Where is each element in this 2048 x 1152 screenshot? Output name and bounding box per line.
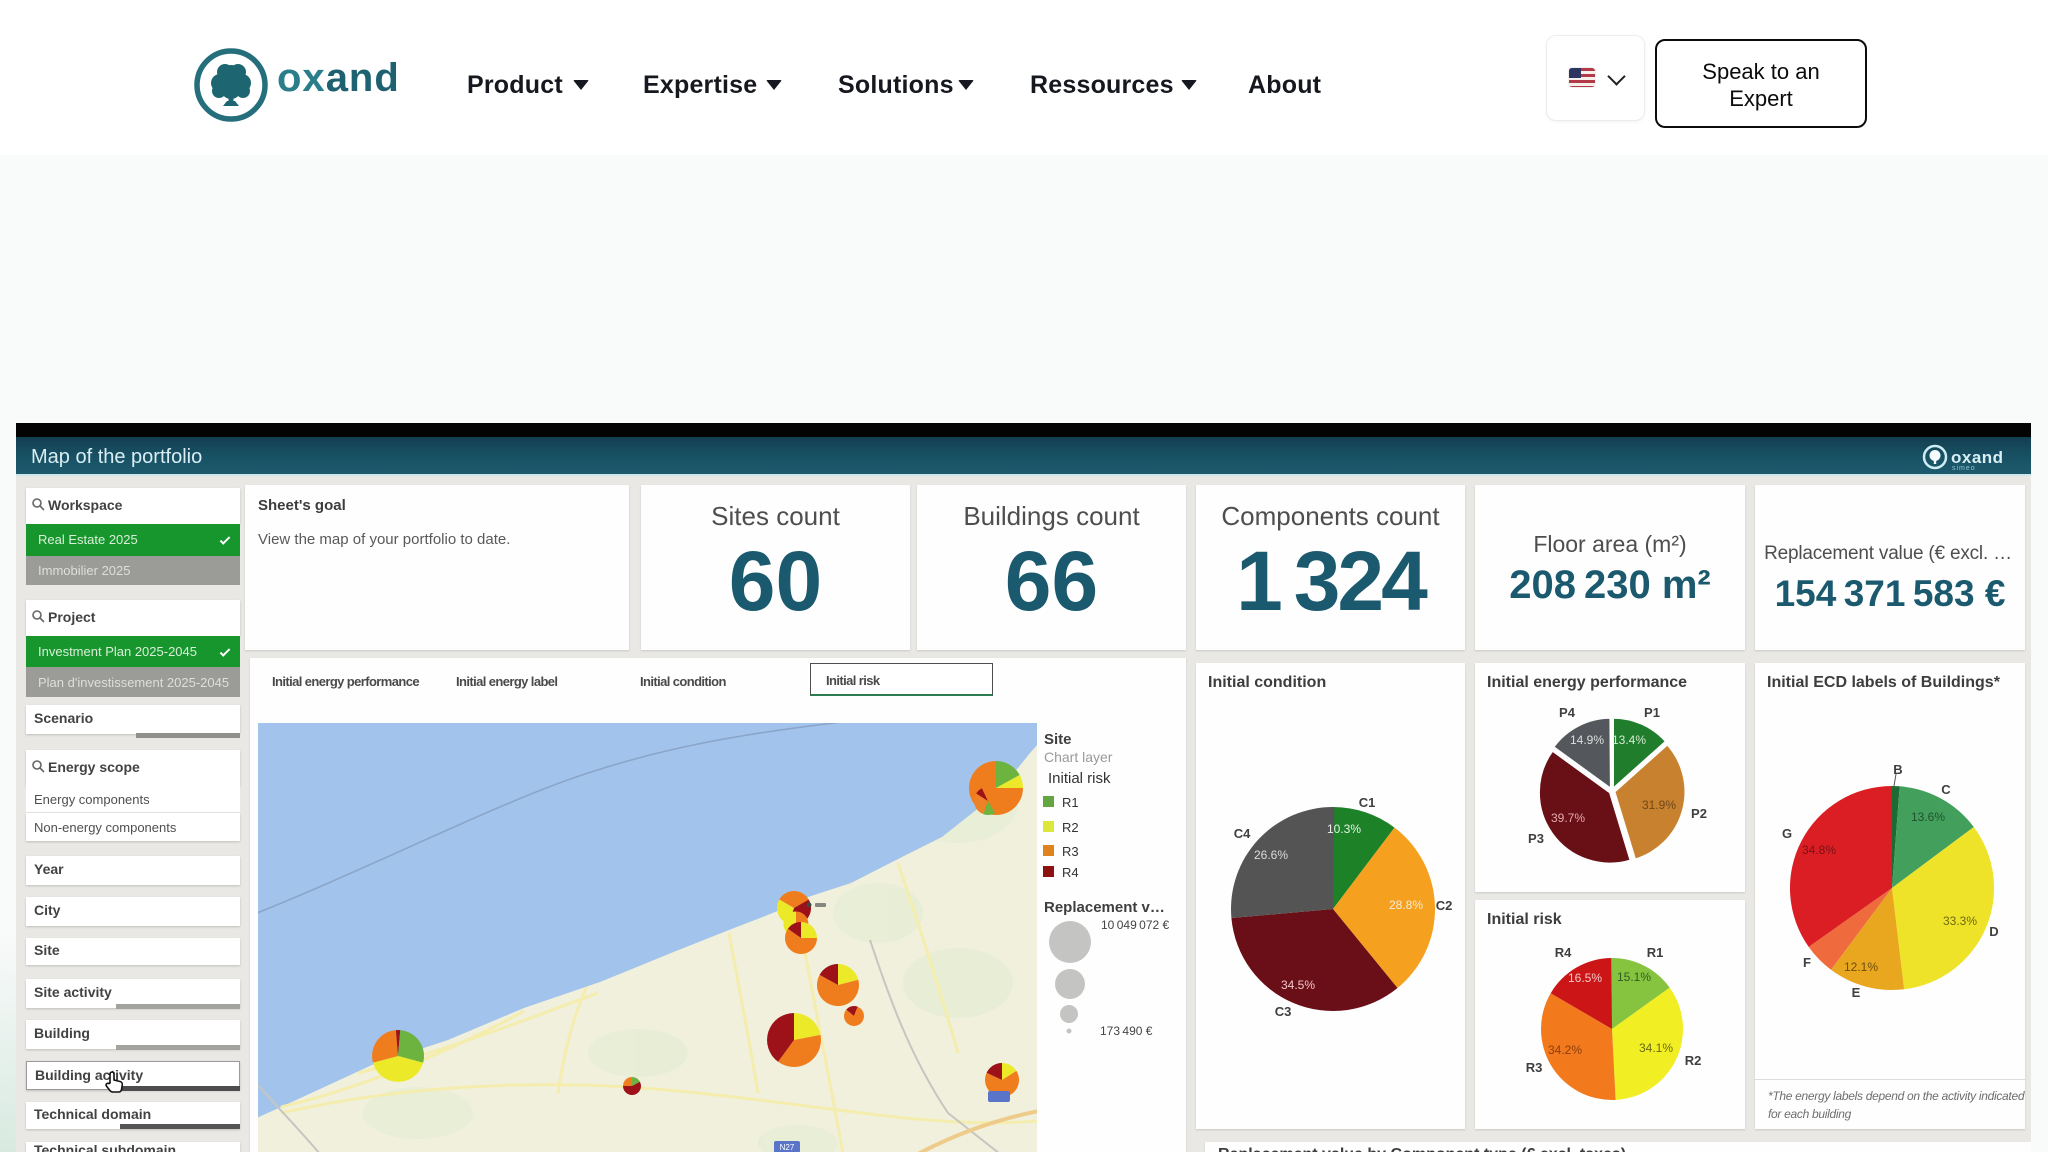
- svg-text:N27: N27: [780, 1143, 795, 1152]
- svg-text:173 490 €: 173 490 €: [1100, 1024, 1153, 1038]
- svg-text:10 049 072 €: 10 049 072 €: [1101, 918, 1170, 932]
- svg-text:oxand: oxand: [1951, 448, 2004, 467]
- svg-text:simeo: simeo: [1952, 465, 1976, 472]
